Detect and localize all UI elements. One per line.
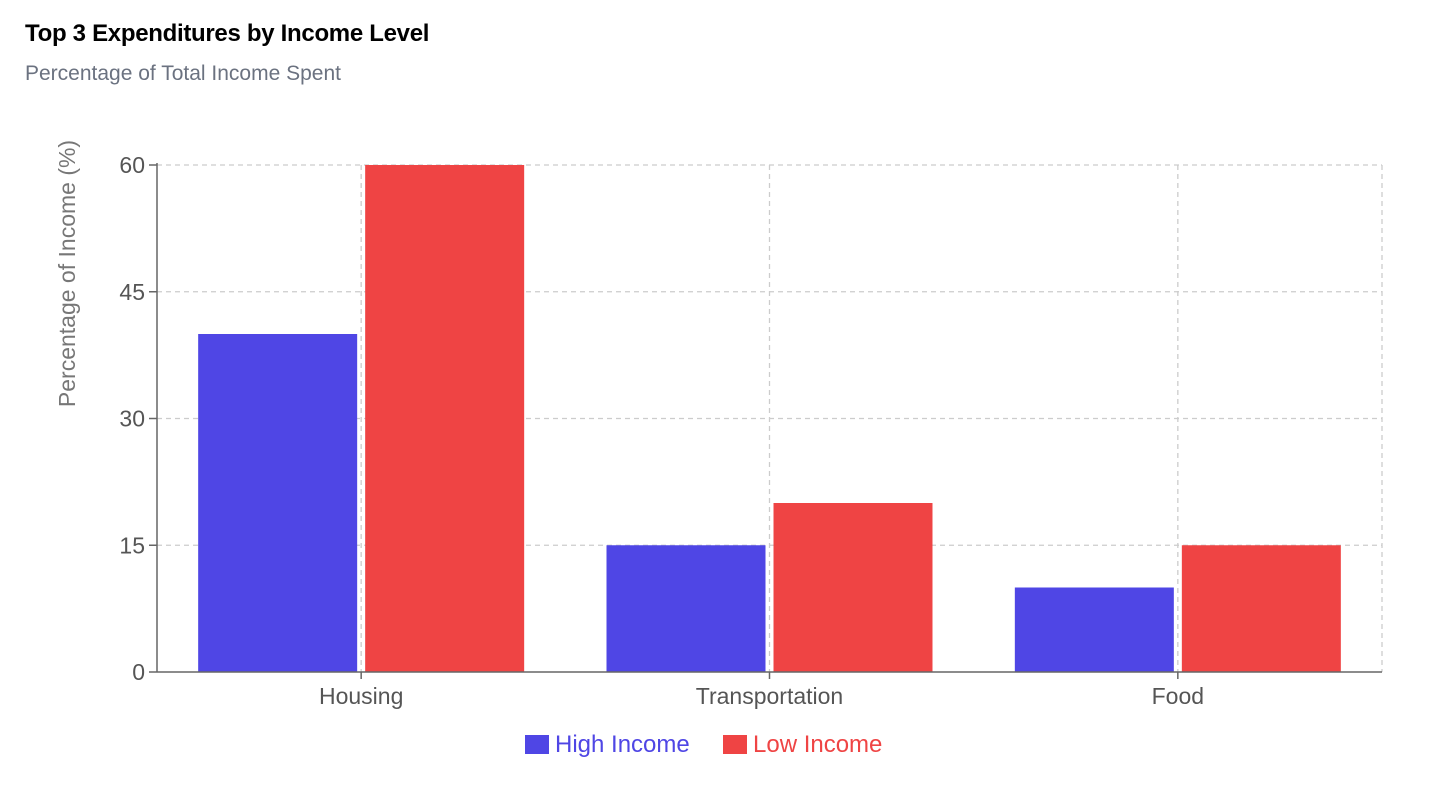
grid-lines: [157, 164, 1383, 672]
chart-title: Top 3 Expenditures by Income Level: [25, 20, 430, 47]
chart-subtitle: Percentage of Total Income Spent: [25, 62, 341, 85]
legend-swatch: [723, 735, 747, 754]
legend[interactable]: High Income Low Income: [525, 731, 882, 758]
y-tick-label: 45: [119, 279, 145, 305]
bars: [198, 165, 1341, 672]
y-tick-label: 30: [119, 406, 145, 432]
legend-label: Low Income: [753, 731, 882, 758]
legend-label: High Income: [555, 731, 690, 758]
bar-high-income-transportation[interactable]: [606, 545, 766, 672]
bar-low-income-transportation[interactable]: [773, 503, 933, 672]
y-axis-label: Percentage of Income (%): [54, 140, 80, 407]
x-tick-label: Transportation: [696, 683, 843, 709]
legend-swatch: [525, 735, 549, 754]
bar-high-income-food[interactable]: [1014, 587, 1174, 673]
x-tick-label: Housing: [319, 683, 403, 709]
bar-high-income-housing[interactable]: [198, 334, 358, 672]
legend-item-low-income[interactable]: Low Income: [723, 731, 882, 758]
axes: [149, 163, 1382, 679]
legend-item-high-income[interactable]: High Income: [525, 731, 690, 758]
y-tick-label: 0: [132, 659, 145, 685]
bar-low-income-food[interactable]: [1181, 545, 1341, 672]
tick-labels: 0 15 30 45 60 Housing Transportation Food: [119, 152, 1204, 709]
y-tick-label: 15: [119, 532, 145, 558]
bar-low-income-housing[interactable]: [365, 165, 525, 672]
y-tick-label: 60: [119, 152, 145, 178]
x-tick-label: Food: [1152, 683, 1204, 709]
